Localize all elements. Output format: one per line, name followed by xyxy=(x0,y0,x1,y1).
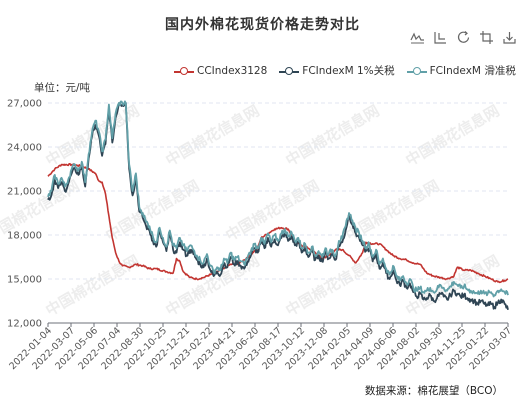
x-tick-label: 2023-10-12 xyxy=(260,325,307,372)
legend-swatch-ccindex xyxy=(174,66,194,76)
x-tick-label: 2025-01-22 xyxy=(444,325,491,372)
watermark-text: 中国棉花信息网 xyxy=(103,177,203,245)
legend-label-fcindexm-sliding: FCIndexM 滑准税 xyxy=(429,65,516,77)
zoom-icon[interactable] xyxy=(433,30,448,45)
x-tick-label: 2023-12-08 xyxy=(283,325,330,372)
y-tick-label: 18,000 xyxy=(7,231,42,242)
crop-icon[interactable] xyxy=(479,30,494,45)
watermark-text: 中国棉花信息网 xyxy=(403,102,503,170)
series-layer xyxy=(47,100,509,310)
watermark-text: 中国棉花信息网 xyxy=(343,177,443,245)
chart-title: 国内外棉花现货价格走势对比 xyxy=(165,17,360,33)
y-tick-label: 12,000 xyxy=(7,319,42,330)
series-line-0 xyxy=(47,163,509,284)
watermark-text: 中国棉花信息网 xyxy=(0,177,82,245)
watermark-text: 中国棉花信息网 xyxy=(403,252,503,320)
x-tick-label: 2024-04-09 xyxy=(329,325,376,372)
watermark-text: 中国棉花信息网 xyxy=(283,252,383,320)
y-unit-label: 单位：元/吨 xyxy=(34,82,91,94)
watermark-text: 中国棉花信息网 xyxy=(163,102,263,170)
legend-item-fcindexm-1pct[interactable]: FCIndexM 1%关税 xyxy=(279,63,395,78)
legend-swatch-fcindexm-sliding xyxy=(406,66,427,76)
source-note: 数据来源：棉花展望（BCO） xyxy=(364,385,503,397)
watermark-text: 中国棉花信息网 xyxy=(283,102,383,170)
x-tick-label: 2024-02-05 xyxy=(306,325,353,372)
chart-legend: CCIndex3128 FCIndexM 1%关税 FCIndexM 滑准税 xyxy=(174,63,516,78)
x-tick-label: 2022-10-25 xyxy=(122,325,169,372)
save-icon[interactable] xyxy=(502,30,517,45)
x-tick-label: 2023-04-21 xyxy=(191,325,238,372)
x-tick-label: 2022-12-21 xyxy=(145,325,192,372)
axes-layer: 12,000 15,000 18,000 21,000 24,000 27,000 2022… xyxy=(7,99,514,373)
x-tick-label: 2022-07-04 xyxy=(76,325,123,372)
legend-label-fcindexm-1pct: FCIndexM 1%关税 xyxy=(302,65,395,77)
line-icon[interactable] xyxy=(410,30,425,45)
x-tick-label: 2023-06-20 xyxy=(214,325,261,372)
x-tick-label: 2024-08-02 xyxy=(375,325,422,372)
grid-layer xyxy=(48,102,508,324)
x-tick-label: 2022-08-30 xyxy=(99,325,146,372)
legend-item-ccindex[interactable]: CCIndex3128 xyxy=(174,63,267,78)
watermark-text: 中国棉花信息网 xyxy=(43,252,143,320)
chart-toolbox xyxy=(410,30,517,45)
series-line-2 xyxy=(47,100,509,298)
series-line-1 xyxy=(47,102,509,310)
x-tick-label: 2022-05-06 xyxy=(53,325,100,372)
x-tick-label: 2023-02-22 xyxy=(168,325,215,372)
watermark-text: 中国棉花信息网 xyxy=(163,252,263,320)
x-tick-label: 2025-03-07 xyxy=(467,325,514,372)
watermark-text: 中国棉花信息网 xyxy=(223,177,323,245)
x-tick-label: 2022-03-07 xyxy=(30,325,77,372)
x-tick-label: 2024-11-25 xyxy=(421,325,468,372)
legend-item-fcindexm-sliding[interactable]: FCIndexM 滑准税 xyxy=(406,63,516,78)
y-tick-label: 24,000 xyxy=(7,143,42,154)
restore-icon[interactable] xyxy=(456,30,471,45)
legend-swatch-fcindexm-1pct xyxy=(279,66,300,76)
watermark-text: 中国棉花信息网 xyxy=(43,102,143,170)
x-tick-label: 2022-01-04 xyxy=(7,325,54,372)
legend-label-ccindex: CCIndex3128 xyxy=(197,64,268,77)
y-tick-label: 15,000 xyxy=(7,275,42,286)
y-tick-label: 27,000 xyxy=(7,99,42,110)
x-tick-label: 2024-06-06 xyxy=(352,325,399,372)
y-tick-label: 21,000 xyxy=(7,187,42,198)
x-tick-label: 2024-09-30 xyxy=(398,325,445,372)
x-tick-label: 2023-08-17 xyxy=(237,325,284,372)
